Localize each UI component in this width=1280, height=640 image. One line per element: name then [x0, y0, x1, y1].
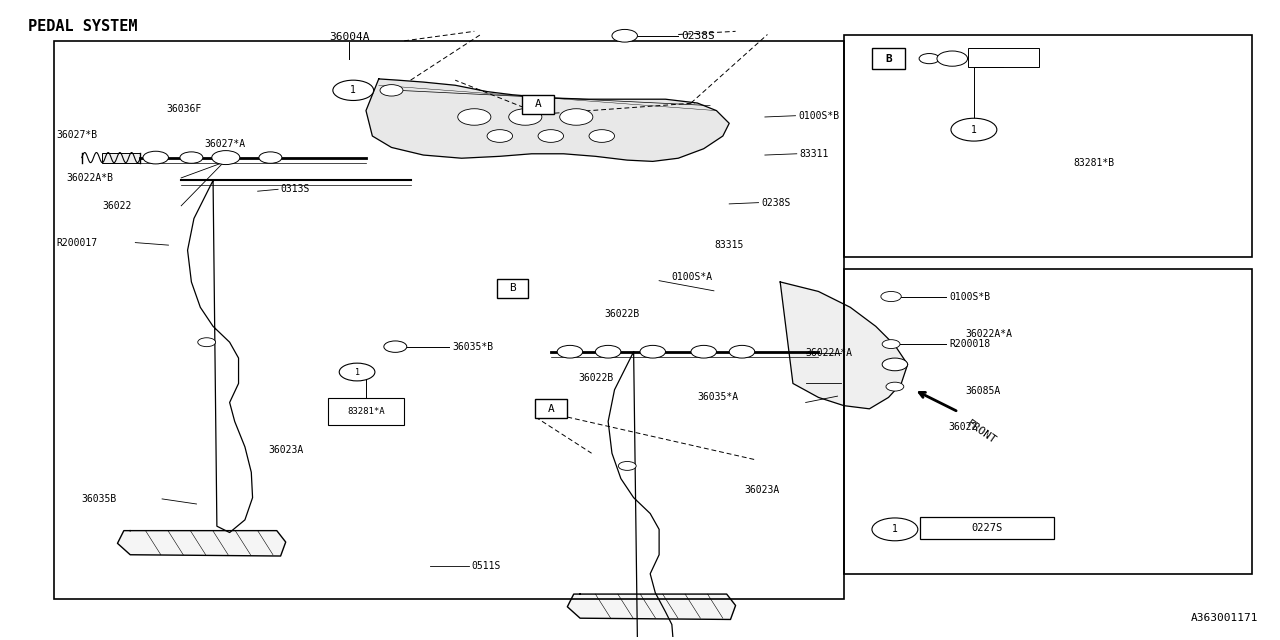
Text: R200018: R200018 [950, 339, 991, 349]
Circle shape [730, 346, 755, 358]
Polygon shape [567, 594, 736, 620]
Circle shape [508, 109, 541, 125]
Circle shape [691, 346, 717, 358]
Text: 1: 1 [892, 524, 897, 534]
Circle shape [618, 461, 636, 470]
Text: 36022: 36022 [948, 422, 978, 431]
Circle shape [180, 152, 202, 163]
Bar [844, 35, 1252, 257]
Text: 0100S*A: 0100S*A [672, 272, 713, 282]
Text: 83315: 83315 [714, 240, 744, 250]
Text: 36035*B: 36035*B [453, 342, 494, 351]
Text: 36035B: 36035B [82, 494, 116, 504]
Circle shape [333, 80, 374, 100]
Text: 36023A: 36023A [745, 485, 780, 495]
Text: 0238S: 0238S [681, 31, 714, 41]
Text: A: A [535, 99, 541, 109]
Text: 36085A: 36085A [965, 386, 1000, 396]
Text: 0238S: 0238S [762, 198, 791, 207]
Text: FRONT: FRONT [965, 419, 998, 446]
Text: 83311: 83311 [799, 148, 828, 159]
Text: 83281*A: 83281*A [347, 407, 385, 416]
Bar [844, 269, 1252, 574]
Circle shape [595, 346, 621, 358]
Bar [920, 517, 1055, 539]
Circle shape [589, 130, 614, 142]
Polygon shape [366, 79, 730, 161]
Text: 36022: 36022 [102, 201, 132, 211]
Text: 36004A: 36004A [329, 32, 370, 42]
Text: 0227S: 0227S [972, 523, 1002, 533]
Circle shape [951, 118, 997, 141]
Circle shape [211, 150, 239, 164]
Bar [328, 398, 404, 425]
Text: 36022B: 36022B [579, 373, 614, 383]
Text: 36022A*A: 36022A*A [805, 348, 852, 358]
Bar [102, 152, 141, 163]
Text: 36027*A: 36027*A [204, 139, 246, 148]
Circle shape [881, 291, 901, 301]
Text: B: B [509, 284, 516, 293]
Bar [872, 48, 905, 69]
Circle shape [384, 341, 407, 353]
Text: 36022B: 36022B [604, 308, 640, 319]
Circle shape [344, 365, 370, 378]
Polygon shape [781, 282, 908, 409]
Bar [535, 399, 567, 419]
Circle shape [458, 109, 492, 125]
Circle shape [339, 363, 375, 381]
Text: 36022A*B: 36022A*B [67, 173, 114, 183]
Circle shape [259, 152, 282, 163]
Circle shape [872, 518, 918, 541]
Text: 0100S*B: 0100S*B [950, 292, 991, 301]
Bar [968, 49, 1039, 67]
Circle shape [559, 109, 593, 125]
Circle shape [380, 84, 403, 96]
Circle shape [488, 130, 512, 142]
Text: 83281*B: 83281*B [1074, 157, 1115, 168]
Text: 36036F: 36036F [166, 104, 201, 115]
Text: A363001171: A363001171 [1190, 613, 1258, 623]
Circle shape [919, 54, 940, 64]
Bar [54, 41, 844, 599]
Bar [522, 95, 554, 114]
Text: R200017: R200017 [56, 237, 97, 248]
Circle shape [640, 346, 666, 358]
Bar [497, 279, 529, 298]
Polygon shape [608, 352, 673, 640]
Polygon shape [188, 180, 252, 532]
Text: 1: 1 [972, 125, 977, 134]
Text: 36035*A: 36035*A [698, 392, 739, 403]
Text: 1: 1 [351, 85, 356, 95]
Circle shape [882, 358, 908, 371]
Text: PEDAL SYSTEM: PEDAL SYSTEM [28, 19, 138, 34]
Text: 36027*B: 36027*B [56, 130, 97, 140]
Text: 0313S: 0313S [280, 184, 310, 195]
Text: 1: 1 [355, 367, 360, 376]
Circle shape [937, 51, 968, 66]
Circle shape [886, 382, 904, 391]
Text: A: A [548, 404, 554, 414]
Polygon shape [118, 531, 285, 556]
Circle shape [143, 151, 169, 164]
Circle shape [538, 130, 563, 142]
Text: 0100S*B: 0100S*B [797, 111, 840, 121]
Circle shape [557, 346, 582, 358]
Text: 36022A*A: 36022A*A [965, 329, 1012, 339]
Circle shape [612, 29, 637, 42]
Text: B: B [886, 54, 892, 63]
Text: 0511S: 0511S [472, 561, 502, 571]
Circle shape [198, 338, 215, 347]
Text: 36023A: 36023A [268, 445, 303, 455]
Circle shape [882, 340, 900, 349]
